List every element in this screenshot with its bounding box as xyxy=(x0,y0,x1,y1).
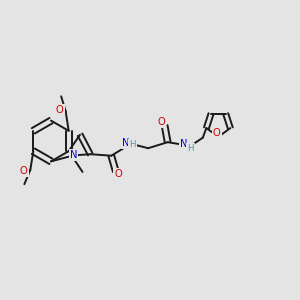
Text: O: O xyxy=(56,105,64,115)
Text: N: N xyxy=(122,138,129,148)
Text: N: N xyxy=(180,139,188,149)
Text: H: H xyxy=(187,144,194,153)
Text: O: O xyxy=(213,128,221,138)
Text: H: H xyxy=(129,140,136,149)
Text: O: O xyxy=(20,166,28,176)
Text: O: O xyxy=(157,117,165,127)
Text: O: O xyxy=(114,169,122,179)
Text: N: N xyxy=(70,150,77,161)
